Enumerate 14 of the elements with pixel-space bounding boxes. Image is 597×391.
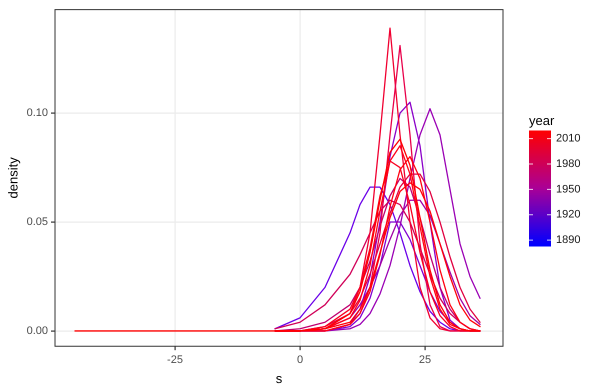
x-axis-title: s xyxy=(276,370,283,386)
y-axis-title: density xyxy=(5,156,20,198)
y-tick-label: 0.10 xyxy=(26,107,48,120)
x-tick-label: -25 xyxy=(167,354,183,366)
color-bar-label: 1950 xyxy=(556,183,580,196)
x-tick-label: 25 xyxy=(418,354,432,366)
color-bar-title: year xyxy=(529,113,555,128)
y-tick-label: 0.05 xyxy=(26,216,48,228)
color-bar-label: 2010 xyxy=(556,132,580,145)
color-bar-label: 1920 xyxy=(556,208,580,221)
color-bar-label: 1890 xyxy=(556,234,580,246)
x-tick-label: 0 xyxy=(296,354,304,366)
color-bar-label: 1980 xyxy=(556,158,580,170)
y-tick-label: 0.00 xyxy=(26,324,48,337)
